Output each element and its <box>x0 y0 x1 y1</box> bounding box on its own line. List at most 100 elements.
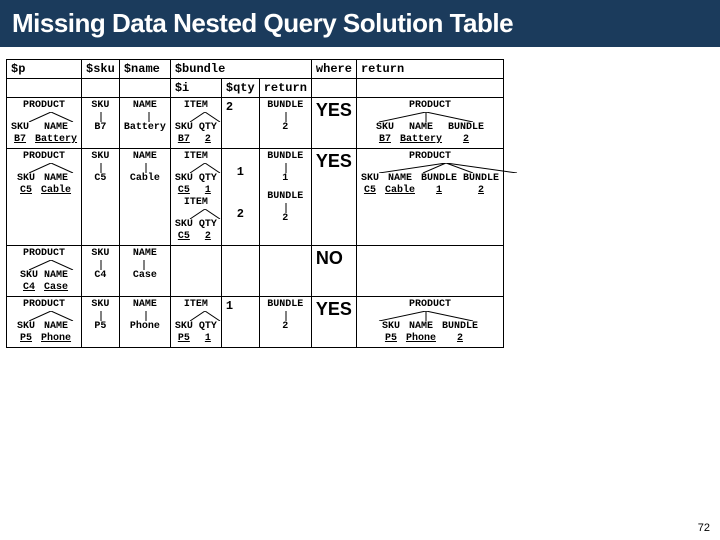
leaf-value: C5 <box>175 185 193 197</box>
leaf-value: P5 <box>175 333 193 345</box>
leaf-value: 2 <box>448 134 484 146</box>
leaf-value: P5 <box>94 321 106 332</box>
leaf-label: NAME <box>124 299 166 311</box>
leaf-value: 2 <box>199 231 217 243</box>
leaf-label: SKU <box>86 100 115 112</box>
col-where: where <box>311 60 356 79</box>
leaf-label: NAME <box>400 122 442 134</box>
cell-p: PRODUCT SKUB7 NAMEBattery <box>7 98 82 149</box>
leaf-label: NAME <box>41 173 71 185</box>
leaf-label: QTY <box>199 219 217 231</box>
cell-qty <box>221 246 259 297</box>
leaf-value: C5 <box>17 185 35 197</box>
leaf-value: B7 <box>11 134 29 146</box>
tree-root: PRODUCT <box>11 151 77 163</box>
cell-name: NAME Battery <box>119 98 170 149</box>
cell-ret1: BUNDLE 2 <box>259 297 311 348</box>
leaf-label: SKU <box>175 321 193 333</box>
leaf-value: 1 <box>199 333 217 345</box>
leaf-label: BUNDLE <box>421 173 457 185</box>
cell-ret2: PRODUCT SKUC5 NAMECable BUNDLE1 BUNDLE2 <box>356 149 503 246</box>
leaf-label: NAME <box>124 248 166 260</box>
leaf-value: Cable <box>41 185 71 197</box>
leaf-value: C5 <box>361 185 379 197</box>
leaf-value: B7 <box>376 134 394 146</box>
leaf-label: QTY <box>199 321 217 333</box>
col-qty: $qty <box>221 79 259 98</box>
table-row: PRODUCT SKUP5 NAMEPhone SKU P5 NAME Phon… <box>7 297 504 348</box>
cell-i: ITEM SKUP5 QTY1 <box>170 297 221 348</box>
leaf-label: SKU <box>361 173 379 185</box>
cell-name: NAME Case <box>119 246 170 297</box>
tree-root: ITEM <box>175 299 217 311</box>
leaf-value: 2 <box>282 213 288 224</box>
cell-sku: SKU C4 <box>82 246 120 297</box>
page-number: 72 <box>698 522 710 534</box>
leaf-value: Case <box>44 282 68 294</box>
leaf-label: BUNDLE <box>264 151 307 163</box>
leaf-label: SKU <box>175 173 193 185</box>
leaf-value: P5 <box>382 333 400 345</box>
cell-i: ITEM SKUC5 QTY1 ITEM SKUC5 QTY2 <box>170 149 221 246</box>
header-row-1: $p $sku $name $bundle where return <box>7 60 504 79</box>
leaf-value: 2 <box>199 134 217 146</box>
leaf-label: BUNDLE <box>442 321 478 333</box>
leaf-value: Cable <box>385 185 415 197</box>
col-name: $name <box>119 60 170 79</box>
leaf-label: NAME <box>41 321 71 333</box>
leaf-value: Battery <box>35 134 77 146</box>
cell-where: YES <box>311 149 356 246</box>
leaf-label: NAME <box>124 151 166 163</box>
cell-ret2: PRODUCT SKUP5 NAMEPhone BUNDLE2 <box>356 297 503 348</box>
leaf-value: Battery <box>400 134 442 146</box>
cell-ret1: BUNDLE 2 <box>259 98 311 149</box>
leaf-label: BUNDLE <box>264 299 307 311</box>
leaf-label: SKU <box>17 321 35 333</box>
table-row: PRODUCT SKUC4 NAMECase SKU C4 NAME Case … <box>7 246 504 297</box>
leaf-label: QTY <box>199 122 217 134</box>
leaf-value: B7 <box>175 134 193 146</box>
cell-ret1: BUNDLE 1 BUNDLE 2 <box>259 149 311 246</box>
leaf-value: Phone <box>41 333 71 345</box>
leaf-value: 2 <box>442 333 478 345</box>
col-bundle: $bundle <box>170 60 311 79</box>
cell-qty: 2 <box>221 98 259 149</box>
cell-ret1 <box>259 246 311 297</box>
tree-root: PRODUCT <box>361 299 499 311</box>
cell-i <box>170 246 221 297</box>
leaf-label: SKU <box>382 321 400 333</box>
leaf-label: BUNDLE <box>264 100 307 112</box>
cell-p: PRODUCT SKUP5 NAMEPhone <box>7 297 82 348</box>
tree-root: PRODUCT <box>361 151 499 163</box>
tree-root: PRODUCT <box>361 100 499 112</box>
table-row: PRODUCT SKUC5 NAMECable SKU C5 NAME Cabl… <box>7 149 504 246</box>
tree-root: ITEM <box>175 100 217 112</box>
col-i: $i <box>170 79 221 98</box>
leaf-label: NAME <box>406 321 436 333</box>
cell-i: ITEM SKUB7 QTY2 <box>170 98 221 149</box>
leaf-value: C4 <box>20 282 38 294</box>
leaf-value: C5 <box>94 173 106 184</box>
col-sku: $sku <box>82 60 120 79</box>
cell-where: YES <box>311 98 356 149</box>
leaf-value: 2 <box>282 321 288 332</box>
header-row-2: $i $qty return <box>7 79 504 98</box>
cell-ret2: PRODUCT SKUB7 NAMEBattery BUNDLE2 <box>356 98 503 149</box>
leaf-value: P5 <box>17 333 35 345</box>
tree-root: PRODUCT <box>11 248 77 260</box>
leaf-label: SKU <box>20 270 38 282</box>
cell-qty: 1 <box>221 297 259 348</box>
leaf-value: Case <box>133 270 157 281</box>
cell-sku: SKU P5 <box>82 297 120 348</box>
tree-root: ITEM <box>175 197 217 209</box>
page-title: Missing Data Nested Query Solution Table <box>12 8 708 39</box>
leaf-label: SKU <box>86 299 115 311</box>
leaf-label: NAME <box>385 173 415 185</box>
leaf-label: BUNDLE <box>264 191 307 203</box>
leaf-value: Phone <box>130 321 160 332</box>
leaf-label: SKU <box>86 248 115 260</box>
col-return: return <box>356 60 503 79</box>
cell-sku: SKU C5 <box>82 149 120 246</box>
leaf-label: NAME <box>44 270 68 282</box>
col-return-inner: return <box>259 79 311 98</box>
